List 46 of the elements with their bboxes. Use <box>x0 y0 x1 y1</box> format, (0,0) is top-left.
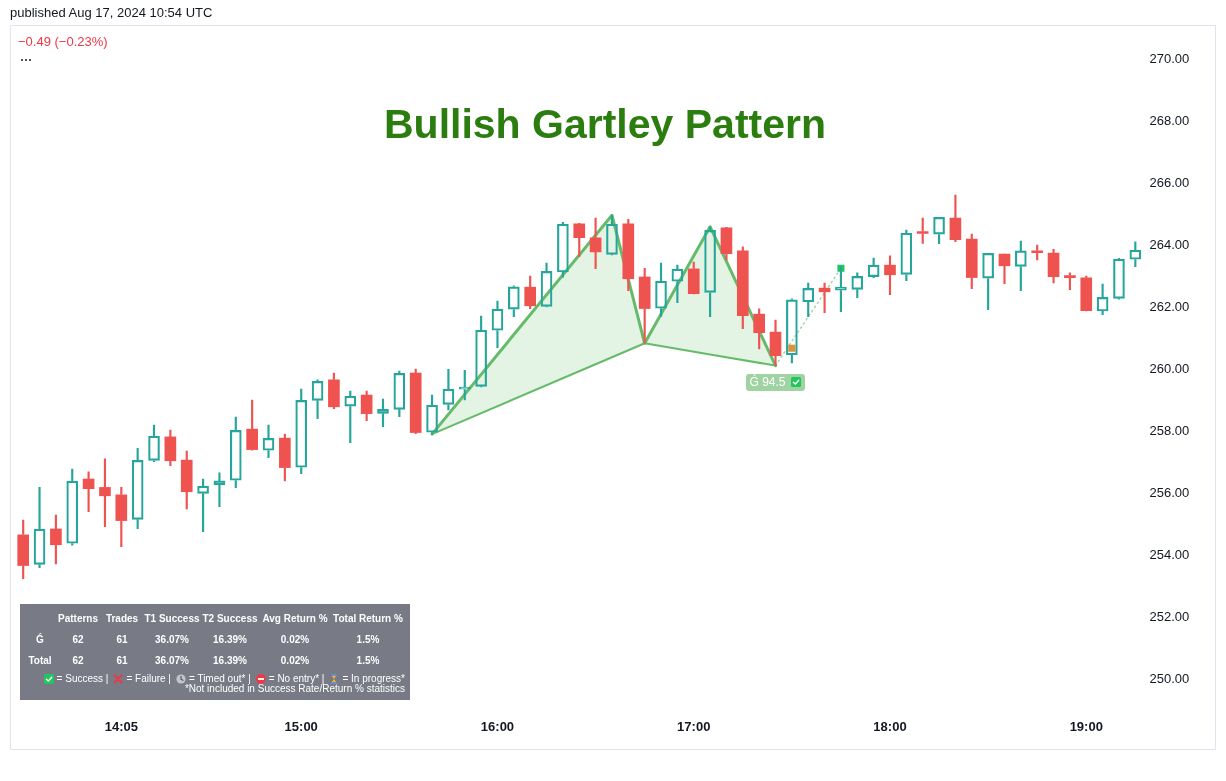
text: 36.07% <box>155 634 189 645</box>
x-tick-label: 16:00 <box>480 719 515 735</box>
category-label: Total <box>28 655 52 666</box>
y-tick-label: 266.00 <box>1149 174 1190 190</box>
annotation: = Failure | <box>126 673 171 684</box>
text: Bullish Gartley Pattern <box>383 101 826 147</box>
text: 61 <box>116 634 128 645</box>
y-tick-label: 270.00 <box>1149 50 1190 66</box>
y-tick-label: 264.00 <box>1149 236 1190 252</box>
text: 16.39% <box>213 655 247 666</box>
y-tick-label: 258.00 <box>1149 422 1190 438</box>
category-label: Total Return % <box>332 611 404 626</box>
category-label: T1 Success <box>144 611 200 626</box>
annotation: = In progress* <box>342 673 405 684</box>
text: 16.39% <box>213 634 247 645</box>
y-tick-label: 260.00 <box>1149 360 1190 376</box>
text: 0.02% <box>280 634 310 645</box>
x-tick-label: 17:00 <box>677 719 711 735</box>
category-label: Avg Return % <box>261 611 329 626</box>
annotation: Ǵ 94.5 <box>745 373 805 391</box>
x-tick-label: 14:05 <box>104 719 138 735</box>
y-tick-label: 256.00 <box>1149 484 1190 500</box>
annotation: = Timed out* | <box>188 673 251 684</box>
x-tick-label: 18:00 <box>873 719 907 735</box>
text: −0.49 (−0.23%) <box>18 34 108 49</box>
y-tick-label: 250.00 <box>1149 670 1190 686</box>
text: 62 <box>72 655 84 666</box>
y-tick-label: 262.00 <box>1149 298 1190 314</box>
text: 0.02% <box>280 655 310 666</box>
annotation: = No entry* | <box>268 673 325 684</box>
x-tick-label: 15:00 <box>284 719 318 735</box>
y-tick-label: 254.00 <box>1149 546 1190 562</box>
text: published Aug 17, 2024 10:54 UTC <box>10 5 213 20</box>
text: 61 <box>116 655 128 666</box>
category-label: T2 Success <box>201 611 259 626</box>
y-tick-label: 252.00 <box>1149 608 1190 624</box>
text: 36.07% <box>155 655 189 666</box>
text: 62 <box>72 634 84 645</box>
text: 1.5% <box>356 634 380 645</box>
category-label: Ǵ <box>36 634 44 645</box>
x-tick-label: 19:00 <box>1069 719 1103 735</box>
annotation: = Success | <box>56 673 109 684</box>
category-label: Trades <box>104 611 140 626</box>
category-label: Patterns <box>57 611 99 626</box>
text: 1.5% <box>356 655 380 666</box>
y-tick-label: 268.00 <box>1149 112 1190 128</box>
